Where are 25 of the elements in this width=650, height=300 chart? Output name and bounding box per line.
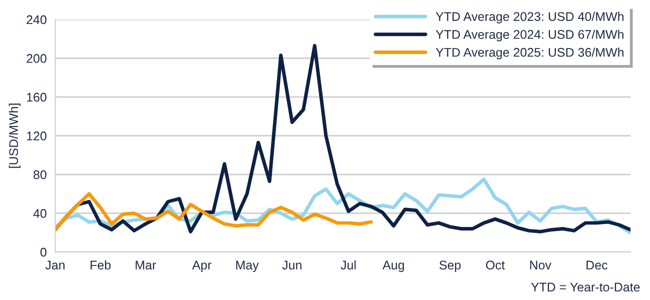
x-tick-label: Dec: [586, 260, 608, 270]
x-tick-label: Mar: [136, 260, 156, 270]
legend-label: YTD Average 2025: USD 36/MWh: [436, 48, 624, 60]
y-axis-title: [USD/MWh]: [8, 104, 21, 168]
x-tick-label: Sep: [439, 260, 461, 272]
x-tick-label: Jun: [282, 260, 302, 270]
y-tick-label: 200: [26, 54, 46, 63]
x-tick-label: Aug: [382, 260, 404, 272]
x-tick-label: Jul: [340, 260, 356, 270]
x-tick-label: Feb: [90, 260, 111, 270]
y-tick-label: 240: [26, 15, 46, 24]
x-tick-label: Jan: [45, 260, 65, 270]
x-tick-label: Nov: [530, 260, 552, 270]
line-series: [55, 192, 373, 232]
legend-label: YTD Average 2024: USD 67/MWh: [436, 30, 624, 42]
x-tick-label: Oct: [486, 260, 505, 270]
legend-label: YTD Average 2023: USD 40/MWh: [436, 12, 624, 24]
y-tick-label: 80: [34, 170, 46, 180]
x-tick-label: May: [236, 260, 259, 272]
y-tick-label: 120: [27, 132, 46, 140]
y-tick-label: 40: [33, 209, 46, 218]
y-tick-label: 160: [27, 92, 46, 102]
y-tick-label: 0: [40, 248, 46, 257]
text: YTD = Year-to-Date: [531, 282, 640, 292]
x-tick-label: Apr: [192, 260, 212, 272]
